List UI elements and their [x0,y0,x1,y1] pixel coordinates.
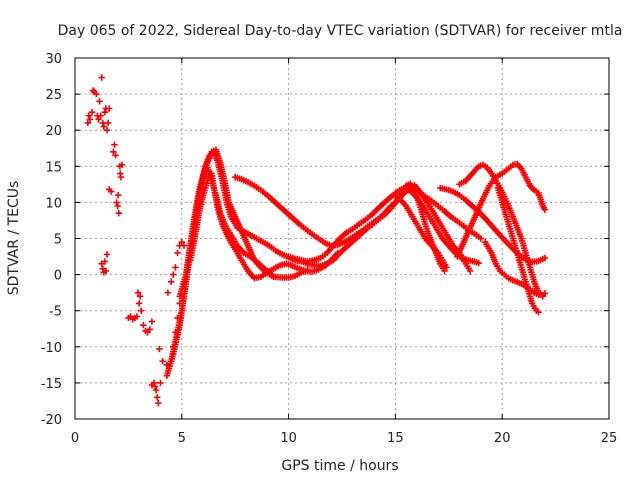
data-point [118,161,126,169]
data-point [100,123,108,130]
x-ticks: 0 5 10 15 20 25 [71,58,617,446]
y-ticks: -20 -15 -10 -5 0 5 10 15 20 25 30 [41,52,609,428]
y-tick-label: 30 [45,52,62,67]
data-point [111,141,118,148]
data-point [86,116,94,123]
y-tick-label: -10 [41,341,62,356]
x-axis-label: GPS time / hours [281,458,398,474]
data-point [84,119,92,127]
data-point [93,90,100,98]
data-point [133,313,141,320]
chart-title: Day 065 of 2022, Sidereal Day-to-day VTE… [58,23,623,39]
data-point [178,238,185,246]
data-point [110,148,117,156]
data-point [443,264,450,271]
data-point [138,307,145,314]
data-point [174,249,181,257]
data-point [541,254,549,262]
data-point [113,199,120,206]
data-point [180,242,188,249]
data-point [98,74,105,81]
data-point [475,259,482,267]
series-arc-i [437,184,549,265]
data-point [535,308,542,316]
data-point [466,267,474,275]
data-point [150,379,158,387]
data-point [99,119,106,127]
x-tick-label: 25 [601,431,618,446]
data-point [102,267,110,275]
data-point [103,127,111,134]
data-point [96,98,103,105]
data-point [441,267,448,275]
data-point [98,260,105,267]
series-arc-f [285,184,482,267]
data-point [112,152,119,159]
data-point [155,399,162,407]
y-tick-label: 25 [45,88,62,103]
data-point [477,235,485,242]
data-point [114,202,121,210]
data-point [85,112,93,119]
data-point [136,293,144,300]
data-markers [84,74,549,407]
data-point [146,326,153,333]
data-point [154,394,161,401]
y-tick-label: -5 [49,305,62,320]
data-point [117,173,125,181]
x-tick-label: 10 [280,431,297,446]
x-tick-label: 15 [387,431,404,446]
y-tick-label: 0 [54,269,62,284]
data-point [95,116,102,123]
data-point [101,258,109,265]
data-point [151,383,159,390]
series-arc-j [454,160,549,260]
y-tick-label: 20 [45,124,62,139]
y-tick-label: 15 [45,160,62,175]
y-tick-label: -15 [41,377,62,392]
data-point [103,251,111,258]
data-point [156,345,163,353]
series-arc-m [494,184,542,316]
series-arc-d [187,170,341,282]
data-point [114,191,122,199]
x-tick-label: 20 [494,431,511,446]
y-tick-label: 5 [54,233,62,248]
data-point [108,188,115,195]
data-point [334,249,341,257]
data-point [135,300,143,307]
data-point [140,321,147,329]
x-tick-label: 5 [178,431,186,446]
data-point [152,386,160,394]
y-axis-label: SDTVAR / TECUs [6,181,22,296]
data-point [164,289,172,296]
data-point [104,119,112,127]
data-point [159,358,166,365]
data-point [99,265,106,273]
series-arc-h [390,191,450,271]
data-point [167,278,175,286]
series-arc-k [456,161,546,300]
data-point [541,290,549,297]
data-point [157,379,164,387]
data-point [101,108,109,116]
x-tick-label: 0 [71,431,79,446]
data-point [172,264,179,271]
data-point [97,112,104,119]
series-arc-l [481,238,549,299]
data-point [88,108,96,116]
data-point [115,210,122,217]
data-point [148,318,156,325]
data-point [170,271,177,278]
y-tick-label: 10 [45,196,62,211]
data-point [134,289,142,296]
data-point [541,206,549,213]
data-point [105,105,113,112]
y-tick-label: -20 [41,413,62,428]
